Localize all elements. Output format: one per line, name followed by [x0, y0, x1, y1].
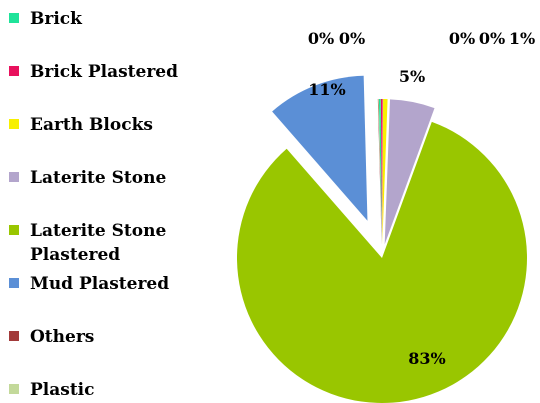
data-label-others: 0% [449, 29, 475, 48]
legend-item-earth-blocks: Earth Blocks [9, 115, 153, 135]
legend-label: Brick Plastered [30, 62, 178, 82]
legend-swatch [9, 278, 19, 288]
legend-swatch [9, 66, 19, 76]
legend-item-mud-plastered: Mud Plastered [9, 274, 169, 294]
data-label-mud-plastered: 11% [308, 80, 345, 99]
legend-swatch [9, 172, 19, 182]
data-label-brick: 0% [308, 29, 334, 48]
legend-label: Others [30, 327, 94, 347]
data-label-brick-plastered: 0% [339, 29, 365, 48]
pie-slice-laterite-stone-plastered [237, 121, 527, 403]
data-labels: 0% 0% 1%5%83%11%0% 0% [308, 29, 535, 368]
legend-label: Brick [30, 9, 83, 29]
legend-label: Mud Plastered [30, 274, 169, 294]
legend-swatch [9, 225, 19, 235]
legend-swatch [9, 384, 19, 394]
legend-item-others: Others [9, 327, 94, 347]
data-label-laterite-stone-plastered: 83% [408, 349, 445, 368]
legend: Brick Brick Plastered Earth Blocks Laterite… [9, 9, 178, 400]
legend-label: Laterite Stone Plastered [30, 221, 166, 265]
pie-slice-laterite-stone [384, 99, 435, 245]
pie-slice-brick-plastered [380, 99, 383, 245]
pie-slice-brick [378, 99, 382, 245]
pie-slice-plastic [378, 99, 382, 245]
legend-item-brick: Brick [9, 9, 83, 29]
pie-slice-mud-plastered [272, 75, 368, 221]
legend-swatch [9, 13, 19, 23]
pie-slices [237, 75, 527, 403]
legend-label: Earth Blocks [30, 115, 153, 135]
legend-item-laterite-stone: Laterite Stone [9, 168, 166, 188]
legend-swatch [9, 331, 19, 341]
legend-item-laterite-stone-plastered: Laterite Stone Plastered [9, 221, 166, 265]
legend-item-brick-plastered: Brick Plastered [9, 62, 178, 82]
pie-slice-others [377, 99, 382, 245]
pie-slice-earth-blocks [382, 99, 388, 245]
legend-label: Laterite Stone [30, 168, 166, 188]
legend-swatch [9, 119, 19, 129]
legend-label: Plastic [30, 380, 95, 400]
data-label-laterite-stone: 5% [399, 67, 425, 86]
legend-item-plastic: Plastic [9, 380, 95, 400]
data-label-plastic: 0% [479, 29, 505, 48]
data-label-earth-blocks: 1% [509, 29, 535, 48]
